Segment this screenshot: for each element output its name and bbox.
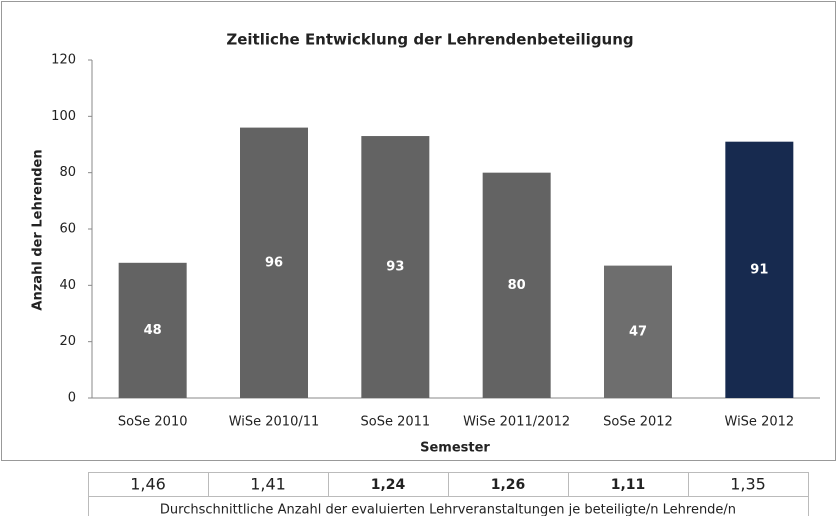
x-tick-label: WiSe 2011/2012 xyxy=(463,415,570,430)
y-tick-label: 20 xyxy=(59,334,76,349)
table-value: 1,26 xyxy=(491,477,526,493)
table-cell xyxy=(448,472,569,497)
data-label: 96 xyxy=(265,255,283,270)
table-cell xyxy=(208,472,329,497)
y-tick-label: 0 xyxy=(68,391,76,406)
table-value: 1,46 xyxy=(130,475,166,494)
x-tick-label: WiSe 2010/11 xyxy=(229,415,320,430)
table-cell xyxy=(328,472,449,497)
bar xyxy=(118,262,187,398)
bar xyxy=(482,172,551,398)
x-axis-title: Semester xyxy=(420,441,490,456)
y-tick-label: 100 xyxy=(51,109,76,124)
table-caption-cell xyxy=(88,496,809,516)
chart-title: Zeitliche Entwicklung der Lehrendenbetei… xyxy=(226,31,633,49)
data-label: 48 xyxy=(144,323,162,338)
table-value: 1,41 xyxy=(250,475,286,494)
data-label: 47 xyxy=(629,324,647,339)
y-axis-title: Anzahl der Lehrenden xyxy=(31,149,46,310)
x-tick-label: SoSe 2010 xyxy=(118,415,188,430)
table-value: 1,24 xyxy=(371,477,406,493)
bar xyxy=(240,127,308,398)
table-cell xyxy=(688,472,809,497)
table-value: 1,11 xyxy=(611,477,646,493)
x-tick-label: SoSe 2012 xyxy=(603,415,673,430)
data-label: 91 xyxy=(750,262,768,277)
y-tick-label: 40 xyxy=(59,278,76,293)
data-label: 93 xyxy=(386,260,404,275)
y-tick-label: 80 xyxy=(59,165,76,180)
x-tick-label: WiSe 2012 xyxy=(725,415,795,430)
table-value: 1,35 xyxy=(730,475,766,494)
bar xyxy=(604,265,672,398)
bar xyxy=(725,141,794,398)
table-caption: Durchschnittliche Anzahl der evaluierten… xyxy=(160,503,736,516)
data-label: 80 xyxy=(508,278,526,293)
y-tick-label: 60 xyxy=(59,222,76,237)
y-tick-label: 120 xyxy=(51,53,76,68)
bar xyxy=(361,136,430,399)
x-tick-label: SoSe 2011 xyxy=(360,415,430,430)
